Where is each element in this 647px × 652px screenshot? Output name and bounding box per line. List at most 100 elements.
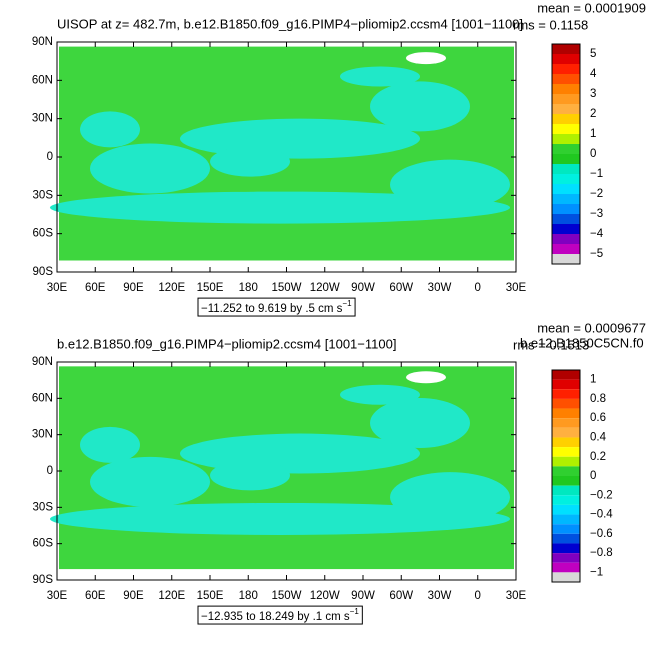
- colorbar-box: [552, 154, 580, 164]
- ocean-patch: [80, 426, 140, 463]
- ocean-patch: [370, 81, 470, 132]
- lon-label: 150W: [271, 590, 301, 602]
- lat-label: 90N: [32, 356, 53, 368]
- colorbar-box: [552, 234, 580, 244]
- range-exponent: −1: [350, 607, 360, 616]
- lat-label: 90S: [33, 266, 54, 278]
- overlap-label: b.e12.B1850C5CN.f0: [520, 335, 644, 350]
- lat-label: 30N: [32, 113, 53, 125]
- lat-label: 60N: [32, 74, 53, 86]
- colorbar-box: [552, 504, 580, 515]
- colorbar-label: −0.4: [590, 509, 613, 521]
- lat-label: 60N: [32, 392, 53, 404]
- lon-label: 150W: [271, 282, 301, 294]
- colorbar-box: [552, 398, 580, 409]
- lon-label: 90E: [123, 282, 144, 294]
- lon-label: 0: [475, 282, 481, 294]
- range-exponent: −1: [342, 299, 352, 308]
- ocean-patch: [340, 384, 420, 405]
- colorbar-label: −5: [590, 248, 603, 260]
- lat-label: 30S: [33, 501, 54, 513]
- colorbar-frame: [551, 369, 581, 583]
- colorbar-label: 4: [590, 68, 597, 80]
- lon-label: 150E: [197, 590, 224, 602]
- colorbar-label: 1: [590, 128, 596, 140]
- colorbar-label: 0.4: [590, 431, 607, 443]
- range-box: [197, 297, 356, 317]
- colorbar-box: [552, 54, 580, 64]
- colorbar-label: −0.6: [590, 528, 613, 540]
- colorbar-label: −1: [590, 566, 603, 578]
- ocean-patch: [90, 143, 210, 194]
- colorbar-label: 0: [590, 148, 596, 160]
- lon-label: 90E: [123, 590, 144, 602]
- colorbar-box: [552, 104, 580, 114]
- lon-label: 150E: [197, 282, 224, 294]
- lat-label: 90S: [33, 574, 54, 586]
- lon-label: 30W: [428, 282, 452, 294]
- colorbar-box: [552, 408, 580, 419]
- colorbar-label: 5: [590, 48, 596, 60]
- colorbar-box: [552, 204, 580, 214]
- colorbar-box: [552, 543, 580, 554]
- lat-label: 30S: [33, 189, 54, 201]
- colorbar-box: [552, 214, 580, 224]
- ice-patch: [406, 371, 446, 384]
- rms-label: rms = 0.1513: [513, 337, 589, 352]
- rms-label: rms = 0.1158: [513, 17, 588, 32]
- panel-title: b.e12.B1850.f09_g16.PIMP4−pliomip2.ccsm4…: [57, 336, 396, 351]
- mean-label: mean = 0.0001909: [537, 0, 646, 15]
- colorbar-label: −4: [590, 228, 604, 240]
- lon-label: 60W: [389, 282, 413, 294]
- colorbar-label: 2: [590, 108, 596, 120]
- lon-label: 60W: [389, 590, 413, 602]
- lon-label: 30E: [506, 282, 527, 294]
- colorbar-label: −3: [590, 208, 603, 220]
- colorbar-box: [552, 495, 580, 505]
- lon-label: 120W: [310, 590, 340, 602]
- lon-label: 90W: [351, 282, 375, 294]
- lon-label: 60E: [85, 282, 106, 294]
- colorbar-label: 3: [590, 88, 596, 100]
- ocean-patch: [340, 66, 420, 87]
- ocean-patch: [90, 456, 210, 507]
- range-box: [197, 605, 363, 625]
- colorbar-box: [552, 533, 580, 544]
- lat-label: 60S: [33, 228, 54, 240]
- colorbar-label: −2: [590, 188, 603, 200]
- range-label: −12.935 to 18.249 by .1 cm s−1: [201, 607, 359, 623]
- lon-label: 180: [239, 590, 258, 602]
- lon-label: 120W: [310, 282, 340, 294]
- lat-label: 0: [47, 151, 53, 163]
- mean-label: mean = 0.0009677: [537, 320, 646, 335]
- colorbar-label: 1: [590, 374, 596, 386]
- colorbar-label: 0.8: [590, 393, 606, 405]
- colorbar-box: [552, 418, 580, 428]
- lon-label: 30E: [47, 282, 68, 294]
- lon-label: 30E: [47, 590, 68, 602]
- colorbar-box: [552, 244, 580, 254]
- panel-title: UISOP at z= 482.7m, b.e12.B1850.f09_g16.…: [57, 16, 523, 31]
- ocean-patch: [210, 146, 290, 177]
- lat-label: 0: [47, 465, 53, 477]
- lon-label: 30E: [506, 590, 527, 602]
- lat-label: 30N: [32, 429, 53, 441]
- colorbar-box: [552, 437, 580, 448]
- colorbar-box: [552, 427, 580, 438]
- colorbar-box: [552, 572, 580, 582]
- colorbar-box: [552, 466, 580, 476]
- colorbar-box: [552, 124, 580, 134]
- lon-label: 30W: [428, 590, 452, 602]
- colorbar-box: [552, 389, 580, 399]
- colorbar-box: [552, 64, 580, 74]
- colorbar-box: [552, 254, 580, 264]
- lat-label: 90N: [32, 36, 53, 48]
- colorbar-box: [552, 164, 580, 174]
- lon-label: 90W: [351, 590, 375, 602]
- colorbar-box: [552, 224, 580, 234]
- colorbar-box: [552, 524, 580, 534]
- colorbar-label: −0.2: [590, 489, 613, 501]
- lon-label: 120E: [158, 590, 185, 602]
